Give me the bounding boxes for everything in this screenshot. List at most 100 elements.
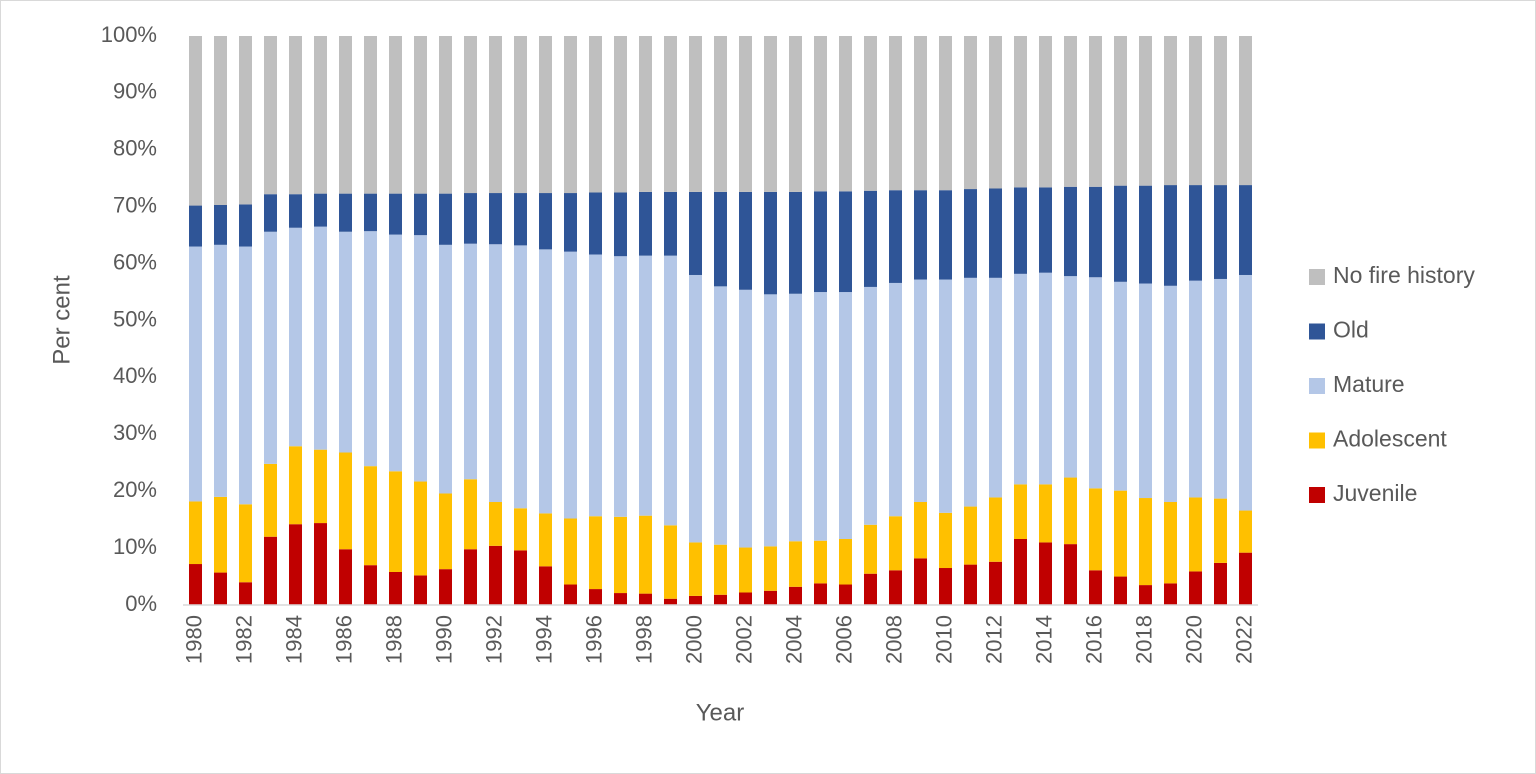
y-tick-label: 20%: [113, 477, 157, 502]
x-tick-label: 2002: [731, 615, 756, 664]
bar-segment: [864, 36, 877, 191]
bar-segment: [614, 192, 627, 257]
bar-segment: [514, 508, 527, 551]
bar-segment: [1239, 185, 1252, 275]
bar-segment: [364, 36, 377, 194]
bar-segment: [514, 245, 527, 509]
bar-segment: [514, 193, 527, 246]
y-tick-label: 0%: [125, 591, 157, 616]
bar-segment: [364, 193, 377, 232]
bar-segment: [839, 292, 852, 539]
bar-segment: [689, 191, 702, 275]
x-tick-label: 2018: [1131, 615, 1156, 664]
bar-segment: [839, 584, 852, 605]
bar-segment: [1239, 552, 1252, 605]
legend-label: Juvenile: [1333, 480, 1417, 506]
bar-segment: [989, 277, 1002, 498]
legend-swatch: [1309, 269, 1325, 285]
bar-segment: [614, 256, 627, 517]
y-tick-label: 80%: [113, 136, 157, 161]
bar-segment: [589, 589, 602, 605]
bar-segment: [539, 193, 552, 250]
bar-segment: [214, 36, 227, 205]
bar-segment: [1014, 273, 1027, 485]
bar-segment: [414, 235, 427, 482]
bar-segment: [839, 36, 852, 192]
bar-segment: [864, 286, 877, 525]
x-tick-label: 1984: [281, 615, 306, 664]
bar-segment: [264, 536, 277, 605]
bar-segment: [589, 192, 602, 255]
bar-segment: [239, 504, 252, 583]
bar-segment: [539, 249, 552, 514]
bar-segment: [239, 204, 252, 247]
bar-segment: [1064, 186, 1077, 277]
bar-segment: [1139, 283, 1152, 499]
x-tick-label: 1994: [531, 615, 556, 664]
bar-segment: [939, 36, 952, 191]
bar-segment: [514, 36, 527, 194]
bar-segment: [939, 512, 952, 569]
bar-segment: [564, 193, 577, 252]
bar-segment: [1139, 185, 1152, 284]
bar-segment: [439, 193, 452, 245]
bar-segment: [1189, 280, 1202, 498]
bar-segment: [1214, 498, 1227, 563]
bar-segment: [789, 191, 802, 294]
bar-segment: [864, 524, 877, 574]
bar-segment: [389, 234, 402, 472]
bar-segment: [389, 471, 402, 572]
bar-segment: [364, 231, 377, 467]
x-tick-label: 1986: [331, 615, 356, 664]
bar-segment: [414, 575, 427, 605]
bar-segment: [489, 193, 502, 245]
bar-segment: [339, 549, 352, 605]
bar-segment: [414, 36, 427, 194]
bar-segment: [1089, 36, 1102, 187]
bar-segment: [789, 586, 802, 605]
x-tick-label: 2010: [931, 615, 956, 664]
x-tick-label: 1992: [481, 615, 506, 664]
bar-segment: [664, 36, 677, 192]
bar-segment: [639, 515, 652, 594]
bar-segment: [939, 190, 952, 280]
bar-segment: [689, 274, 702, 543]
bar-segment: [314, 193, 327, 227]
bar-segment: [1164, 502, 1177, 584]
x-tick-label: 2006: [831, 615, 856, 664]
bar-segment: [664, 598, 677, 605]
bar-segment: [539, 566, 552, 605]
x-axis-title: Year: [696, 699, 745, 726]
x-tick-label: 1982: [231, 615, 256, 664]
bar-segment: [1114, 490, 1127, 577]
legend-label: No fire history: [1333, 262, 1475, 288]
y-tick-label: 10%: [113, 534, 157, 559]
x-tick-label: 2004: [781, 615, 806, 664]
bar-segment: [414, 481, 427, 576]
bar-segment: [1214, 185, 1227, 279]
bar-segment: [1089, 488, 1102, 571]
bar-segment: [289, 194, 302, 228]
legend-label: Adolescent: [1333, 426, 1447, 452]
bar-segment: [764, 36, 777, 192]
bar-segment: [639, 191, 652, 256]
bar-segment: [964, 506, 977, 565]
bar-segment: [1039, 36, 1052, 188]
bar-segment: [589, 254, 602, 517]
bar-segment: [189, 205, 202, 247]
bar-segment: [464, 243, 477, 480]
bar-segment: [664, 525, 677, 599]
bar-segment: [439, 244, 452, 494]
bar-segment: [1214, 36, 1227, 186]
bar-segment: [689, 542, 702, 596]
bar-segment: [839, 538, 852, 585]
bar-segment: [764, 546, 777, 591]
bar-segment: [214, 204, 227, 245]
y-tick-label: 70%: [113, 193, 157, 218]
bar-segment: [639, 255, 652, 516]
y-tick-label: 90%: [113, 79, 157, 104]
bar-segment: [214, 572, 227, 605]
bar-segment: [964, 277, 977, 507]
bar-segment: [1014, 484, 1027, 539]
